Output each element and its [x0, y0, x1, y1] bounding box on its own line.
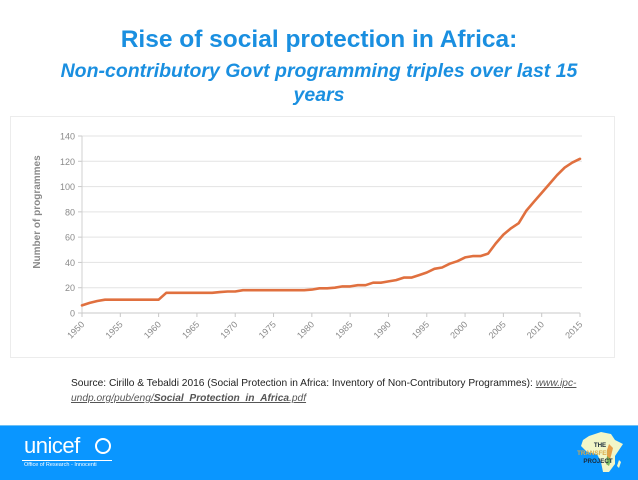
y-tick-label: 100	[60, 182, 75, 192]
x-tick-label: 1960	[142, 319, 163, 340]
unicef-office-label: Office of Research - Innocenti	[24, 462, 97, 468]
y-tick-label: 120	[60, 157, 75, 167]
slide-subtitle: Non-contributory Govt programming triple…	[60, 59, 578, 107]
y-tick-label: 0	[70, 309, 75, 319]
y-tick-label: 80	[65, 207, 75, 217]
y-tick-label: 20	[65, 283, 75, 293]
x-tick-label: 1950	[65, 319, 86, 340]
x-tick-label: 2015	[563, 319, 584, 340]
source-text: Source: Cirillo & Tebaldi 2016 (Social P…	[71, 378, 536, 389]
series-line	[82, 159, 580, 306]
unicef-logo: unicef Office of Research - Innocenti	[22, 436, 112, 472]
source-link-bold: Social_Protection_in_Africa	[154, 393, 289, 404]
x-tick-label: 1975	[257, 319, 278, 340]
x-tick-label: 2010	[525, 319, 546, 340]
unicef-globe-icon	[95, 438, 111, 454]
x-tick-label: 1970	[218, 319, 239, 340]
y-tick-label: 140	[60, 132, 75, 142]
x-tick-label: 2000	[448, 319, 469, 340]
x-tick-label: 1995	[410, 319, 431, 340]
x-tick-label: 1990	[372, 319, 393, 340]
transfer-project: PROJECT	[581, 458, 615, 466]
source-citation: Source: Cirillo & Tebaldi 2016 (Social P…	[71, 376, 611, 406]
y-tick-label: 40	[65, 258, 75, 268]
chart-panel: 0 20 40 60 80 100 120 140 1950 1955 1960 1965 1970 19…	[10, 116, 615, 358]
series-layer	[82, 159, 580, 306]
footer-band: unicef Office of Research - Innocenti TH…	[0, 425, 638, 480]
source-link-ext: .pdf	[289, 393, 306, 404]
transfer-transfer: TRANSFER	[575, 450, 613, 458]
line-chart: 0 20 40 60 80 100 120 140 1950 1955 1960 1965 1970 19…	[11, 117, 616, 359]
transfer-the: THE	[585, 442, 615, 450]
x-tick-label: 2005	[487, 319, 508, 340]
y-tick-label: 60	[65, 233, 75, 243]
x-tick-label: 1980	[295, 319, 316, 340]
x-tick-label: 1965	[180, 319, 201, 340]
transfer-project-logo: THE TRANSFER PROJECT	[575, 430, 631, 476]
unicef-wordmark: unicef	[24, 433, 80, 459]
x-tick-label: 1985	[333, 319, 354, 340]
x-tick-label: 1955	[103, 319, 124, 340]
slide-title: Rise of social protection in Africa:	[0, 26, 638, 54]
axes: 0 20 40 60 80 100 120 140 1950 1955 1960 1965 1970 19…	[60, 132, 584, 341]
unicef-logo-rule	[22, 460, 112, 461]
y-axis-label: Number of programmes	[32, 155, 43, 269]
gridlines	[82, 136, 582, 288]
